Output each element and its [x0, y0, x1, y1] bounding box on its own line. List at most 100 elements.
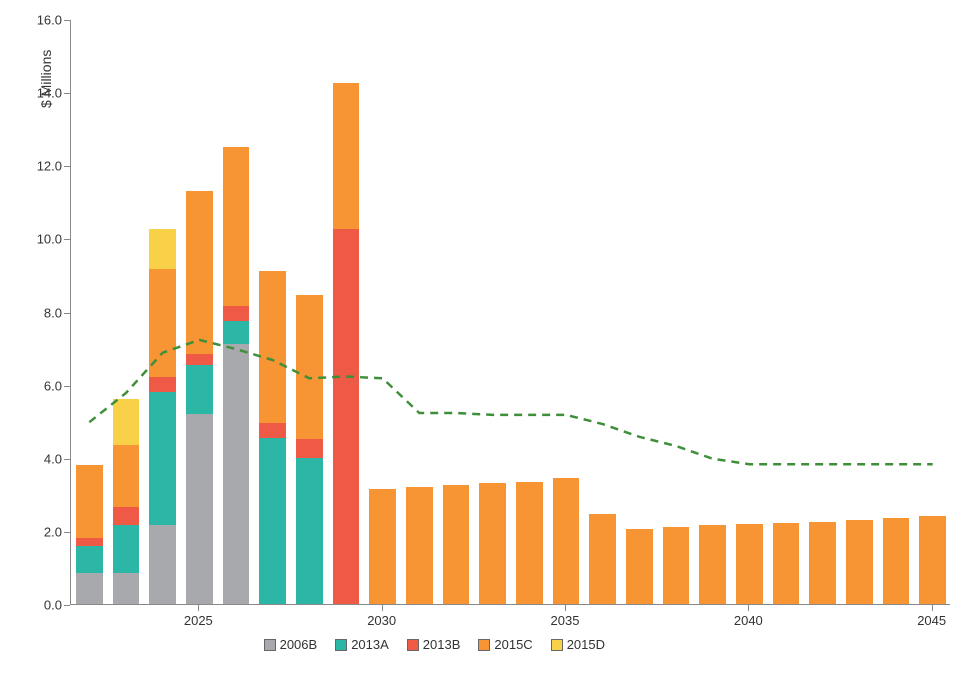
bar-segment-s2006B	[223, 344, 249, 604]
bar-stack	[259, 19, 285, 604]
bar-segment-s2015C	[773, 523, 799, 604]
bar-stack	[663, 19, 689, 604]
bar-segment-s2015C	[516, 482, 542, 604]
bar-stack	[443, 19, 469, 604]
bar-segment-s2013A	[296, 458, 322, 604]
x-tick-mark	[748, 605, 749, 611]
bar-segment-s2015C	[553, 478, 579, 604]
legend-label: 2013A	[351, 637, 389, 652]
y-tick-mark	[64, 386, 70, 387]
bar-segment-s2015C	[296, 295, 322, 439]
bar-segment-s2013A	[76, 546, 102, 573]
y-tick-label: 10.0	[28, 232, 62, 247]
bar-segment-s2013B	[223, 306, 249, 321]
bar-segment-s2013B	[76, 538, 102, 545]
y-tick-label: 0.0	[28, 598, 62, 613]
bar-segment-s2013B	[259, 423, 285, 438]
legend-label: 2006B	[280, 637, 318, 652]
bar-segment-s2013A	[149, 392, 175, 525]
legend-swatch	[478, 639, 490, 651]
bar-segment-s2006B	[76, 573, 102, 604]
bar-stack	[296, 19, 322, 604]
bar-segment-s2015C	[626, 529, 652, 604]
bar-segment-s2015D	[149, 229, 175, 269]
bar-segment-s2015C	[443, 485, 469, 604]
y-tick-label: 2.0	[28, 524, 62, 539]
bar-stack	[699, 19, 725, 604]
bar-segment-s2015C	[223, 147, 249, 306]
y-tick-label: 12.0	[28, 159, 62, 174]
y-tick-mark	[64, 532, 70, 533]
legend-item-s2015D: 2015D	[551, 637, 605, 652]
bar-segment-s2015C	[333, 83, 359, 229]
bar-stack	[773, 19, 799, 604]
x-tick-label: 2025	[184, 613, 213, 628]
bar-stack	[479, 19, 505, 604]
legend-label: 2015D	[567, 637, 605, 652]
y-tick-mark	[64, 93, 70, 94]
x-tick-mark	[932, 605, 933, 611]
y-tick-label: 6.0	[28, 378, 62, 393]
y-tick-label: 16.0	[28, 13, 62, 28]
y-tick-mark	[64, 239, 70, 240]
bar-stack	[333, 19, 359, 604]
legend-swatch	[264, 639, 276, 651]
bar-segment-s2015C	[406, 487, 432, 604]
bar-segment-s2015C	[186, 191, 212, 354]
bar-stack	[589, 19, 615, 604]
y-tick-label: 4.0	[28, 451, 62, 466]
y-tick-mark	[64, 166, 70, 167]
legend-item-s2013A: 2013A	[335, 637, 389, 652]
bar-segment-s2013A	[223, 321, 249, 345]
bar-segment-s2013B	[333, 229, 359, 604]
x-tick-label: 2030	[367, 613, 396, 628]
bar-stack	[186, 19, 212, 604]
bar-stack	[149, 19, 175, 604]
legend-swatch	[551, 639, 563, 651]
bar-segment-s2013B	[186, 354, 212, 365]
bar-stack	[369, 19, 395, 604]
bar-stack	[516, 19, 542, 604]
x-tick-mark	[382, 605, 383, 611]
y-tick-mark	[64, 605, 70, 606]
bar-segment-s2015C	[883, 518, 909, 604]
y-tick-mark	[64, 20, 70, 21]
legend-item-s2015C: 2015C	[478, 637, 532, 652]
x-tick-label: 2045	[917, 613, 946, 628]
bar-segment-s2013B	[149, 377, 175, 392]
y-tick-label: 14.0	[28, 86, 62, 101]
bar-stack	[626, 19, 652, 604]
legend-item-s2006B: 2006B	[264, 637, 318, 652]
bar-stack	[883, 19, 909, 604]
bar-stack	[846, 19, 872, 604]
bar-segment-s2015C	[589, 514, 615, 604]
bar-segment-s2006B	[186, 414, 212, 604]
bar-segment-s2015C	[113, 445, 139, 507]
bar-segment-s2013A	[259, 438, 285, 604]
bar-segment-s2013B	[113, 507, 139, 525]
bar-segment-s2015C	[699, 525, 725, 604]
bar-segment-s2013B	[296, 439, 322, 457]
bar-segment-s2015C	[149, 269, 175, 377]
legend-item-s2013B: 2013B	[407, 637, 461, 652]
plot-area	[70, 20, 950, 605]
bar-segment-s2015C	[736, 524, 762, 604]
bar-stack	[406, 19, 432, 604]
x-tick-mark	[198, 605, 199, 611]
bar-segment-s2015C	[919, 516, 945, 604]
bar-segment-s2006B	[149, 525, 175, 604]
legend-label: 2015C	[494, 637, 532, 652]
legend-label: 2013B	[423, 637, 461, 652]
bar-segment-s2006B	[113, 573, 139, 604]
bar-segment-s2015C	[846, 520, 872, 604]
bar-segment-s2015C	[76, 465, 102, 538]
bar-stack	[223, 19, 249, 604]
bar-stack	[113, 19, 139, 604]
bar-segment-s2015D	[113, 399, 139, 445]
y-tick-mark	[64, 459, 70, 460]
bar-segment-s2013A	[186, 365, 212, 414]
bar-stack	[919, 19, 945, 604]
bar-stack	[736, 19, 762, 604]
bar-segment-s2015C	[369, 489, 395, 604]
y-tick-label: 8.0	[28, 305, 62, 320]
